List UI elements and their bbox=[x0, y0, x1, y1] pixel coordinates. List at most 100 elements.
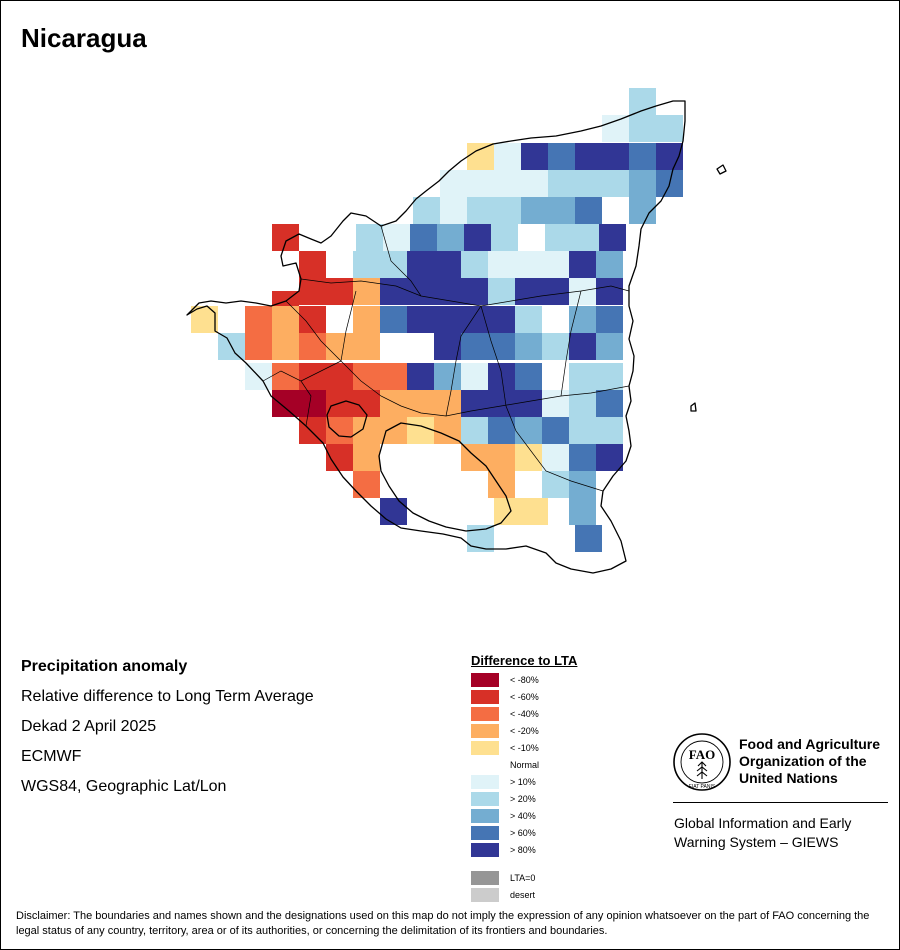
legend-label: < -40% bbox=[510, 709, 539, 719]
grid-cell bbox=[380, 390, 407, 417]
grid-cell bbox=[407, 278, 434, 305]
org-name-line: United Nations bbox=[739, 770, 838, 786]
grid-cell bbox=[407, 333, 434, 360]
grid-cell bbox=[602, 197, 629, 224]
grid-cell bbox=[461, 306, 488, 333]
grid-cell bbox=[494, 143, 521, 170]
grid-cell bbox=[461, 417, 488, 444]
legend-swatch bbox=[471, 871, 499, 885]
grid-cell bbox=[569, 363, 596, 390]
country-outline bbox=[186, 100, 727, 574]
grid-cell bbox=[569, 417, 596, 444]
disclaimer: Disclaimer: The boundaries and names sho… bbox=[16, 910, 870, 937]
admin-line bbox=[445, 305, 482, 417]
fao-logo-icon: FAO FIAT PANIS bbox=[673, 733, 731, 791]
legend-label: > 80% bbox=[510, 845, 536, 855]
grid-cell bbox=[596, 333, 623, 360]
legend-label: < -10% bbox=[510, 743, 539, 753]
legend-swatch bbox=[471, 826, 499, 840]
grid-cell bbox=[515, 306, 542, 333]
legend-label: > 20% bbox=[510, 794, 536, 804]
grid-cell bbox=[542, 306, 569, 333]
grid-cell bbox=[542, 471, 569, 498]
grid-cell bbox=[326, 333, 353, 360]
grid-cell bbox=[326, 251, 353, 278]
legend-item: < -20% bbox=[471, 724, 539, 738]
grid-cell bbox=[383, 224, 410, 251]
lake-managua bbox=[326, 400, 368, 438]
grid-cell bbox=[548, 197, 575, 224]
grid-cell bbox=[569, 278, 596, 305]
grid-cell bbox=[515, 471, 542, 498]
admin-line bbox=[262, 370, 312, 427]
grid-cell bbox=[491, 224, 518, 251]
grid-cell bbox=[488, 251, 515, 278]
legend-label: > 40% bbox=[510, 811, 536, 821]
legend-label: > 10% bbox=[510, 777, 536, 787]
grid-cell bbox=[440, 197, 467, 224]
grid-cell bbox=[353, 390, 380, 417]
legend-item: < -40% bbox=[471, 707, 539, 721]
grid-cell bbox=[599, 224, 626, 251]
grid-cell bbox=[353, 417, 380, 444]
legend-swatch bbox=[471, 673, 499, 687]
grid-cell bbox=[569, 498, 596, 525]
grid-cell bbox=[575, 143, 602, 170]
legend-item: < -60% bbox=[471, 690, 539, 704]
grid-cell bbox=[542, 251, 569, 278]
admin-line bbox=[380, 225, 422, 297]
admin-boundaries bbox=[262, 225, 630, 492]
lake-nicaragua bbox=[378, 422, 512, 532]
grid-cell bbox=[596, 251, 623, 278]
grid-cell bbox=[542, 390, 569, 417]
grid-cell bbox=[575, 197, 602, 224]
grid-cell bbox=[494, 197, 521, 224]
legend-item: > 10% bbox=[471, 775, 536, 789]
grid-cell bbox=[356, 224, 383, 251]
grid-cell bbox=[380, 251, 407, 278]
legend-swatch bbox=[471, 792, 499, 806]
grid-cell bbox=[245, 333, 272, 360]
grid-cell bbox=[299, 390, 326, 417]
grid-cell bbox=[467, 197, 494, 224]
map-canvas bbox=[186, 88, 727, 574]
grid-cell bbox=[515, 390, 542, 417]
admin-line bbox=[480, 305, 604, 492]
grid-cell bbox=[629, 115, 656, 142]
grid-cell bbox=[461, 251, 488, 278]
grid-cell bbox=[572, 224, 599, 251]
grid-cell bbox=[521, 498, 548, 525]
legend-label: desert bbox=[510, 890, 536, 900]
grid-cell bbox=[434, 363, 461, 390]
grid-cell bbox=[629, 170, 656, 197]
grid-cell bbox=[515, 363, 542, 390]
legend-label: Normal bbox=[510, 760, 540, 770]
grid-cell bbox=[410, 224, 437, 251]
grid-cell bbox=[326, 417, 353, 444]
product-name: Precipitation anomaly bbox=[21, 658, 188, 675]
legend-label: > 60% bbox=[510, 828, 536, 838]
grid-cell bbox=[488, 417, 515, 444]
grid-cell bbox=[461, 278, 488, 305]
grid-cell bbox=[596, 306, 623, 333]
grid-cell bbox=[272, 333, 299, 360]
grid-cell bbox=[353, 333, 380, 360]
grid-cell bbox=[299, 363, 326, 390]
grid-cell bbox=[299, 306, 326, 333]
grid-cell bbox=[548, 143, 575, 170]
anomaly-grid bbox=[191, 88, 683, 552]
grid-cell bbox=[380, 417, 407, 444]
legend-label: < -60% bbox=[510, 692, 539, 702]
grid-cell bbox=[437, 224, 464, 251]
grid-cell bbox=[380, 363, 407, 390]
grid-cell bbox=[407, 251, 434, 278]
grid-cell bbox=[299, 278, 326, 305]
grid-cell bbox=[461, 363, 488, 390]
grid-cell bbox=[434, 251, 461, 278]
grid-cell bbox=[407, 417, 434, 444]
grid-cell bbox=[353, 471, 380, 498]
grid-cell bbox=[272, 306, 299, 333]
grid-cell bbox=[602, 170, 629, 197]
grid-cell bbox=[545, 224, 572, 251]
